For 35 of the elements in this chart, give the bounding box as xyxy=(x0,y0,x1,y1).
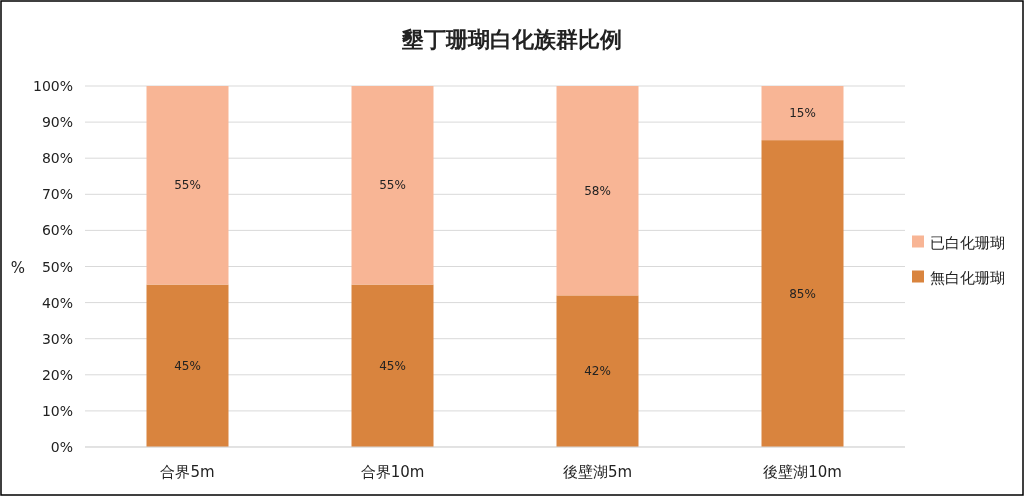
legend-label: 無白化珊瑚 xyxy=(930,268,1005,287)
y-tick-label: 80% xyxy=(41,150,73,167)
y-tick-label: 70% xyxy=(41,186,73,203)
bar xyxy=(351,284,434,447)
bar xyxy=(556,86,639,296)
y-tick-label: 100% xyxy=(32,78,73,94)
bar xyxy=(351,86,434,285)
chart-title: 墾丁珊瑚白化族群比例 xyxy=(401,27,622,52)
data-label: 55% xyxy=(379,178,406,193)
data-label: 85% xyxy=(789,286,816,301)
y-tick-label: 90% xyxy=(41,114,73,131)
y-tick-label: 60% xyxy=(41,222,73,239)
bar xyxy=(146,86,229,285)
x-tick-label: 後壁湖10m xyxy=(763,463,842,481)
data-label: 45% xyxy=(379,358,406,373)
x-tick-label: 合界10m xyxy=(360,463,425,481)
bar xyxy=(761,86,844,141)
y-tick-label: 20% xyxy=(41,366,73,383)
bar xyxy=(761,140,844,447)
data-label: 45% xyxy=(174,358,201,373)
data-label: 15% xyxy=(789,106,816,121)
y-tick-label: 0% xyxy=(50,439,73,455)
y-tick-label: 10% xyxy=(41,402,73,419)
legend-label: 已白化珊瑚 xyxy=(930,233,1005,252)
data-label: 58% xyxy=(584,183,611,198)
y-tick-label: 30% xyxy=(41,330,73,347)
x-tick-label: 合界5m xyxy=(160,463,215,481)
bar xyxy=(146,284,229,447)
x-tick-label: 後壁湖5m xyxy=(562,463,633,481)
data-label: 55% xyxy=(174,178,201,193)
bar xyxy=(556,295,639,447)
y-axis-title: % xyxy=(10,258,26,277)
data-label: 42% xyxy=(584,364,611,379)
y-tick-label: 50% xyxy=(41,258,73,275)
y-tick-label: 40% xyxy=(41,294,73,311)
